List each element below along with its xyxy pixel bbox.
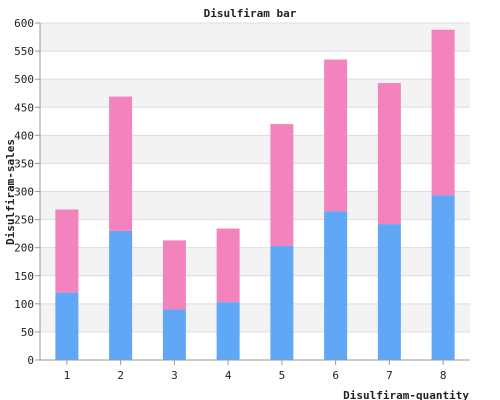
background-band — [40, 163, 470, 192]
bar-segment-series-2-cat-1 — [55, 209, 79, 293]
bar-segment-series-1-cat-2 — [109, 230, 133, 360]
x-tick-label: 1 — [64, 369, 71, 382]
x-tick-label: 8 — [440, 369, 447, 382]
y-tick-label: 300 — [14, 186, 34, 199]
x-tick-label: 6 — [332, 369, 339, 382]
bar-segment-series-1-cat-8 — [431, 195, 455, 360]
bar-segment-series-1-cat-5 — [270, 245, 294, 360]
y-tick-label: 0 — [27, 354, 34, 367]
background-band — [40, 275, 470, 304]
bar-segment-series-1-cat-3 — [162, 309, 186, 360]
bar-segment-series-1-cat-4 — [216, 302, 240, 360]
tick-labels: 0 50 100 150 200 250 300 350 400 450 500 550 600 1 2 3 4… — [14, 17, 446, 382]
background-band — [40, 219, 470, 248]
bar-segment-series-2-cat-7 — [377, 83, 401, 225]
background-band — [40, 107, 470, 136]
y-tick-label: 50 — [21, 326, 34, 339]
background-band — [40, 331, 470, 360]
y-tick-label: 250 — [14, 214, 34, 227]
y-tick-label: 400 — [14, 129, 34, 142]
axes — [35, 22, 470, 365]
y-tick-label: 350 — [14, 157, 34, 170]
bar-segment-series-1-cat-1 — [55, 292, 79, 360]
bar-segment-series-2-cat-6 — [324, 59, 348, 212]
x-tick-label: 4 — [225, 369, 232, 382]
x-axis-label: Disulfiram-quantity — [343, 389, 469, 400]
background-band — [40, 191, 470, 220]
y-tick-label: 600 — [14, 17, 34, 30]
background-band — [40, 23, 470, 52]
chart-title: Disulfiram bar — [204, 7, 297, 20]
bar-segment-series-2-cat-3 — [162, 240, 186, 310]
bar-segment-series-1-cat-7 — [377, 224, 401, 360]
y-axis-label: Disulfiram-sales — [4, 139, 17, 245]
y-tick-label: 450 — [14, 101, 34, 114]
y-tick-label: 200 — [14, 242, 34, 255]
background-band — [40, 247, 470, 276]
bar-segment-series-2-cat-5 — [270, 124, 294, 246]
y-tick-label: 150 — [14, 270, 34, 283]
bar-segment-series-2-cat-2 — [109, 96, 133, 231]
bar-segment-series-2-cat-4 — [216, 228, 240, 303]
y-tick-label: 100 — [14, 298, 34, 311]
bar-segment-series-2-cat-8 — [431, 29, 455, 196]
bar-segment-series-1-cat-6 — [324, 211, 348, 360]
background-band — [40, 135, 470, 164]
background-band — [40, 51, 470, 80]
x-tick-label: 3 — [171, 369, 178, 382]
y-tick-label: 500 — [14, 73, 34, 86]
background-band — [40, 79, 470, 108]
bars — [55, 29, 455, 360]
y-tick-label: 550 — [14, 45, 34, 58]
x-tick-label: 2 — [117, 369, 124, 382]
x-tick-label: 7 — [386, 369, 393, 382]
x-tick-label: 5 — [279, 369, 286, 382]
background-band — [40, 303, 470, 332]
